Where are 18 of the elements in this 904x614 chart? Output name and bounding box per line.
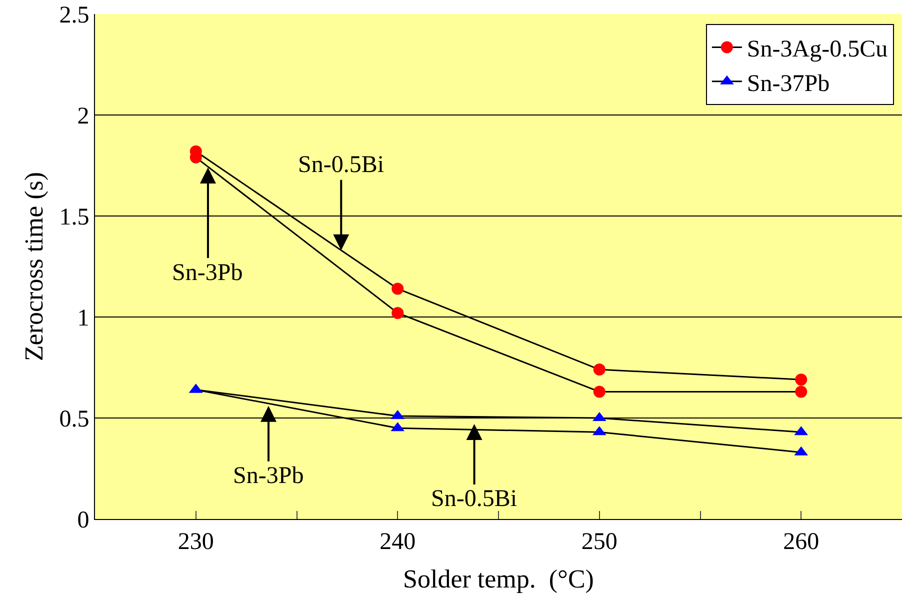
annotation: Sn-0.5Bi [298, 152, 384, 178]
annotation: Sn-3Pb [172, 260, 243, 286]
x-tick-label: 250 [581, 528, 618, 555]
y-tick-label: 0 [77, 507, 90, 534]
legend-label: Sn-3Ag-0.5Cu [746, 36, 888, 63]
x-axis-title: Solder temp. (°C) [403, 564, 594, 594]
legend-label: Sn-37Pb [746, 70, 830, 97]
y-tick-label: 0.5 [59, 406, 90, 432]
annotation: Sn-3Pb [233, 463, 304, 489]
y-tick-label: 1.5 [59, 204, 90, 230]
y-axis-title: Zerocross time (s) [20, 172, 49, 362]
x-tick-label: 230 [178, 528, 214, 555]
y-tick-label: 2 [77, 103, 90, 130]
x-tick-label: 240 [380, 528, 416, 555]
annotation: Sn-0.5Bi [431, 486, 518, 512]
y-tick-label: 1 [77, 305, 90, 332]
x-tick-label: 260 [783, 528, 820, 555]
y-tick-label: 2.5 [59, 2, 90, 28]
